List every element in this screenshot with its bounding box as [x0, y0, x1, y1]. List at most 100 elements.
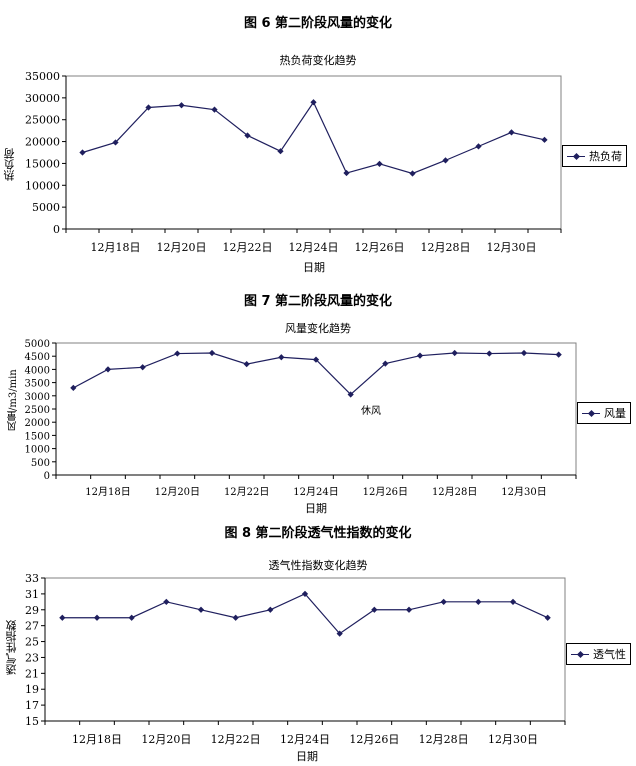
- chart-1-data-point: [343, 169, 350, 177]
- chart-1-data-point: [376, 160, 383, 167]
- chart-1-y-tick-label: 5000: [32, 201, 60, 214]
- chart-2-legend: 风量: [577, 402, 631, 424]
- chart-1-x-tick-label: 12月30日: [487, 241, 537, 254]
- chart-1-xlabel: 日期: [303, 261, 325, 274]
- chart-2-plot-area: [55, 342, 577, 476]
- chart-1-y-tick-label: 35000: [25, 70, 60, 83]
- chart-3-plot-area: [44, 577, 566, 722]
- chart-1-y-tick-label: 0: [53, 223, 60, 236]
- figure-6-caption: 图 6 第二阶段风量的变化: [243, 16, 393, 31]
- chart-3-data-point: [128, 614, 135, 621]
- chart-2-data-point: [208, 349, 216, 357]
- chart-3-x-tick-label: 12月30日: [488, 733, 538, 746]
- figure-8-caption: 图 8 第二阶段透气性指数的变化: [224, 526, 412, 541]
- chart-3-series-line: [62, 593, 548, 635]
- chart-1-y-tick-label: 10000: [25, 179, 60, 192]
- chart-2-data-point: [347, 391, 354, 398]
- chart-3-x-tick-label: 12月26日: [349, 733, 399, 746]
- chart-2-data-point: [174, 350, 181, 357]
- chart-2-y-tick-label: 3500: [25, 379, 50, 390]
- chart-2-annotation: 休风: [361, 406, 381, 417]
- chart-3-y-tick-label: 25: [25, 636, 39, 649]
- chart-3-data-point: [163, 598, 170, 605]
- chart-1-series-line: [82, 101, 545, 175]
- figure-7-caption: 图 7 第二阶段风量的变化: [243, 294, 393, 309]
- chart-3-x-tick-label: 12月18日: [72, 733, 122, 746]
- chart-1-data-point: [112, 139, 119, 146]
- chart-3-y-tick-label: 29: [25, 604, 39, 617]
- chart-2-data-point: [555, 351, 562, 358]
- chart-1-y-tick-label: 25000: [25, 114, 60, 127]
- chart-2-data-point: [486, 350, 493, 357]
- chart-3-title: 透气性指数变化趋势: [268, 559, 368, 572]
- chart-1-data-point: [409, 170, 416, 177]
- chart-2-x-tick-label: 12月28日: [432, 486, 477, 498]
- chart-1-data-point: [211, 106, 218, 113]
- chart-3-y-tick-label: 33: [25, 572, 39, 585]
- chart-1-x-tick-label: 12月20日: [157, 241, 207, 254]
- chart-2-y-tick-label: 0: [44, 471, 50, 482]
- chart-2-x-tick-label: 12月18日: [85, 486, 130, 498]
- chart-2-x-tick-label: 12月20日: [155, 486, 200, 498]
- chart-2-y-tick-label: 4500: [25, 352, 50, 363]
- chart-1-legend: 热负荷: [562, 145, 627, 167]
- chart-3-y-tick-label: 31: [25, 588, 39, 601]
- chart-2-data-point: [278, 354, 285, 361]
- chart-1-data-point: [508, 129, 515, 136]
- chart-2-legend-label: 风量: [604, 407, 626, 420]
- chart-1-y-tick-label: 30000: [25, 92, 60, 105]
- chart-1-data-point: [541, 136, 548, 143]
- legend-line-marker-icon: [582, 409, 600, 417]
- chart-2-y-tick-label: 5000: [25, 339, 50, 350]
- chart-3-legend-label: 透气性: [593, 648, 626, 661]
- chart-1-legend-label: 热负荷: [589, 150, 622, 163]
- chart-2-title: 风量变化趋势: [285, 322, 351, 335]
- chart-3-data-point: [371, 606, 378, 613]
- chart-2-y-tick-label: 2500: [25, 405, 50, 416]
- chart-2-data-point: [312, 356, 320, 363]
- chart-3-data-point: [405, 606, 413, 613]
- chart-1-x-tick-label: 12月22日: [223, 241, 273, 254]
- chart-2-x-tick-label: 12月24日: [293, 486, 338, 498]
- chart-2-y-tick-label: 2000: [25, 418, 50, 429]
- legend-line-marker-icon: [567, 152, 585, 160]
- chart-3-y-tick-label: 27: [25, 620, 39, 633]
- chart-1-y-tick-label: 20000: [25, 136, 60, 149]
- chart-1-title: 热负荷变化趋势: [279, 54, 357, 67]
- chart-1-data-point: [178, 102, 185, 109]
- chart-2-data-point: [104, 366, 112, 373]
- legend-line-marker-icon: [571, 650, 589, 658]
- chart-2-data-point: [243, 361, 250, 368]
- chart-3-legend: 透气性: [566, 643, 631, 665]
- chart-3-x-tick-label: 12月24日: [280, 733, 330, 746]
- chart-3-y-tick-label: 19: [25, 683, 39, 696]
- chart-3-data-point: [301, 590, 309, 598]
- chart-2-x-tick-label: 12月22日: [224, 486, 269, 498]
- chart-1-y-tick-label: 15000: [25, 157, 60, 170]
- chart-2-y-tick-label: 500: [31, 458, 50, 469]
- chart-3-data-point: [475, 598, 482, 605]
- chart-1-x-tick-label: 12月24日: [289, 241, 339, 254]
- chart-2-y-tick-label: 4000: [25, 365, 50, 376]
- chart-1-data-point: [475, 143, 482, 150]
- chart-2-x-tick-label: 12月30日: [501, 486, 546, 498]
- chart-3-x-tick-label: 12月20日: [141, 733, 191, 746]
- chart-2-y-tick-label: 1000: [25, 445, 50, 456]
- chart-1-x-tick-label: 12月28日: [421, 241, 471, 254]
- chart-3-data-point: [509, 598, 517, 605]
- chart-1-x-tick-label: 12月26日: [355, 241, 405, 254]
- chart-3-data-point: [93, 614, 101, 621]
- chart-2-data-point: [139, 364, 146, 371]
- chart-2-y-tick-label: 3000: [25, 392, 50, 403]
- chart-3-xlabel: 日期: [296, 750, 318, 763]
- chart-3-y-tick-label: 17: [25, 699, 39, 712]
- chart-1-data-point: [442, 157, 449, 164]
- chart-3-x-tick-label: 12月22日: [211, 733, 261, 746]
- chart-3-data-point: [232, 614, 239, 621]
- chart-3-data-point: [440, 598, 447, 605]
- chart-3-y-tick-label: 15: [25, 715, 39, 728]
- chart-2-data-point: [520, 349, 528, 357]
- chart-2-data-point: [382, 360, 389, 367]
- chart-3-y-tick-label: 23: [25, 651, 39, 664]
